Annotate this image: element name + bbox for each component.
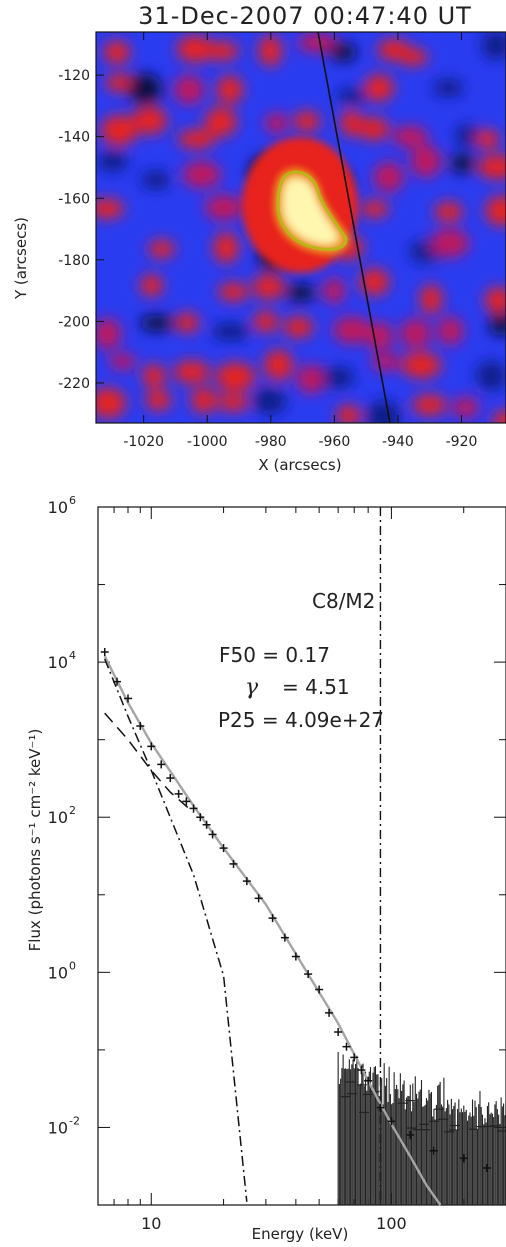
spectrum-x-tick-label: 100 — [376, 1214, 407, 1233]
spectrum-y-tick-exponent: 4 — [69, 649, 76, 662]
data-point — [147, 742, 156, 751]
data-point — [268, 914, 277, 923]
data-point — [189, 804, 198, 813]
data-point — [182, 797, 191, 806]
heatmap-y-tick-label: -220 — [58, 376, 90, 392]
data-point — [166, 774, 175, 783]
data-point — [387, 1117, 396, 1126]
data-points — [100, 648, 491, 1172]
series-line-dash-dot — [104, 658, 248, 1202]
heatmap-x-tick-label: -940 — [382, 434, 414, 450]
spectrum-frame — [97, 506, 506, 1206]
data-point — [334, 1028, 343, 1037]
heatmap-y-tick-label: -180 — [58, 253, 90, 269]
spectrum-y-tick-label: 10 — [48, 963, 68, 982]
data-point — [482, 1163, 491, 1172]
data-point — [174, 789, 183, 798]
heatmap-y-tick-label: -160 — [58, 191, 90, 207]
data-point — [196, 813, 205, 822]
spectrum-y-tick-label: 10 — [48, 498, 68, 517]
spectrum-y-tick-label: 10 — [48, 653, 68, 672]
heatmap-title: 31-Dec-2007 00:47:40 UT — [138, 2, 472, 30]
data-point — [202, 820, 211, 829]
heatmap-x-tick-label: -980 — [255, 434, 287, 450]
data-point — [315, 985, 324, 994]
heatmap-ylabel: Y (arcsecs) — [12, 217, 30, 300]
spectrum-y-tick-label: 10 — [48, 808, 68, 827]
data-point — [350, 1053, 359, 1062]
heatmap-texture — [96, 32, 506, 423]
spectrum-ylabel: Flux (photons s⁻¹ cm⁻² keV⁻¹) — [26, 729, 44, 952]
annotation-class: C8/M2 — [312, 589, 375, 613]
data-point — [376, 1103, 385, 1112]
spectrum-y-tick-label: 10 — [48, 1118, 68, 1137]
spectrum-xlabel: Energy (keV) — [252, 1225, 349, 1243]
heatmap-xlabel: X (arcsecs) — [258, 456, 341, 474]
data-point — [124, 694, 133, 703]
data-point — [219, 844, 228, 853]
heatmap-image — [96, 32, 506, 423]
annotation-gamma-symbol: γ — [245, 675, 259, 700]
data-point — [357, 1066, 366, 1075]
spectrum-y-tick-exponent: -2 — [69, 1114, 80, 1127]
heatmap-y-tick-label: -200 — [58, 314, 90, 330]
data-point — [459, 1154, 468, 1163]
heatmap-y-tick-label: -140 — [58, 130, 90, 146]
source-contour — [276, 170, 348, 251]
data-point — [254, 894, 263, 903]
spectrum-y-tick-exponent: 2 — [69, 804, 76, 817]
heatmap-y-tick-label: -120 — [58, 68, 90, 84]
data-point — [113, 677, 122, 686]
data-point — [136, 722, 145, 731]
annotation-f50: F50 = 0.17 — [219, 643, 330, 667]
data-point — [229, 859, 238, 868]
data-point — [304, 970, 313, 979]
spectrum-plot-area — [100, 507, 506, 1206]
data-point — [157, 760, 166, 769]
flare-source — [242, 137, 358, 273]
heatmap-x-tick-label: -1020 — [123, 434, 164, 450]
data-point — [100, 648, 109, 657]
data-point — [406, 1130, 415, 1139]
annotation-gamma-value: = 4.51 — [282, 675, 350, 699]
heatmap-axes: -1020 -1000 -980 -960 -940 -920 -120 -140 -160 -1… — [58, 32, 477, 450]
heatmap-panel: 31-Dec-2007 00:47:40 UT -1020 -1000 -980 -9… — [12, 2, 506, 474]
spectrum-y-tick-exponent: 0 — [69, 959, 76, 972]
data-point — [429, 1146, 438, 1155]
data-point — [242, 877, 251, 886]
data-point — [325, 1008, 334, 1017]
spectrum-y-tick-exponent: 6 — [69, 494, 76, 507]
heatmap-x-tick-label: -960 — [318, 434, 350, 450]
noise-error-bars — [337, 1051, 506, 1205]
heatmap-frame — [95, 31, 506, 424]
series-line-solid-gray — [103, 655, 442, 1206]
data-point — [291, 952, 300, 961]
data-point — [280, 933, 289, 942]
heatmap-x-tick-label: -920 — [446, 434, 478, 450]
annotation-p25: P25 = 4.09e+27 — [218, 708, 384, 732]
spectrum-x-tick-label: 10 — [141, 1214, 161, 1233]
data-point — [208, 830, 217, 839]
series-line-dashed — [104, 712, 195, 814]
spectrum-annotations: C8/M2 F50 = 0.17 γ = 4.51 P25 = 4.09e+27 — [218, 589, 384, 732]
heatmap-x-tick-label: -1000 — [187, 434, 228, 450]
solar-limb-line — [317, 32, 391, 423]
data-point — [364, 1076, 373, 1085]
data-point — [342, 1042, 351, 1051]
